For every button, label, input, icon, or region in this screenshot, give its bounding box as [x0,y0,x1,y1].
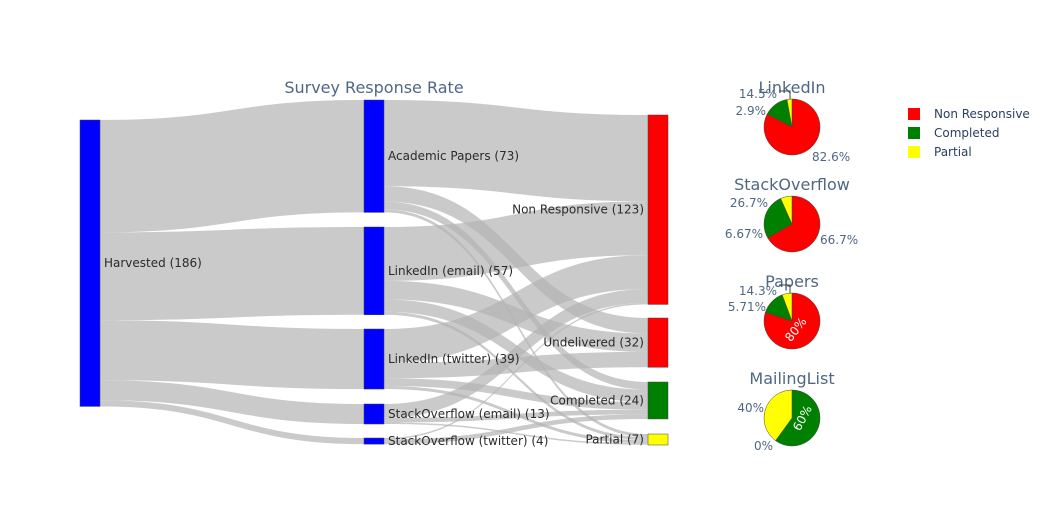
legend-item-completed[interactable]: Completed [908,126,999,140]
sankey-node-harvested[interactable] [79,119,101,407]
sankey-link-so_twitter-to-completed[interactable] [384,414,648,445]
sankey-node-completed[interactable] [647,381,669,420]
legend-label: Non Responsive [934,107,1030,121]
pie-slice-non-responsive[interactable] [767,195,821,253]
sankey-node-label-academic: Academic Papers (73) [388,149,519,163]
sankey-links [100,100,648,445]
sankey-link-li_email-to-partial[interactable] [384,311,648,441]
sankey-link-harvested-to-li_email[interactable] [100,227,364,321]
pie-slice-label: 14.3% [739,284,777,298]
sankey-node-label-completed: Completed (24) [550,393,644,407]
pie-slice-label: 40% [737,401,764,415]
legend: Non Responsive Completed Partial [908,107,1030,159]
pie-slice-partial[interactable] [780,195,793,225]
sankey-node-so_email[interactable] [363,403,385,425]
sankey-link-harvested-to-so_email[interactable] [100,380,364,425]
sankey-link-li_twitter-to-undeliv[interactable] [384,351,648,379]
sankey-node-label-undeliv: Undelivered (32) [543,336,644,350]
pie-label-leader [779,90,791,99]
sankey-node-label-harvested: Harvested (186) [104,256,202,270]
sankey-node-undeliv[interactable] [647,317,669,368]
sankey-nodes: Harvested (186) Academic Papers (73) Linke… [79,99,669,448]
sankey-link-li_email-to-nonresp[interactable] [384,201,648,281]
pie-slice-partial[interactable] [781,292,793,322]
sankey-link-so_email-to-partial[interactable] [384,422,648,445]
pie-slice-completed[interactable] [775,389,821,447]
pie-slice-label: 82.6% [812,150,850,164]
sankey-link-academic-to-nonresp[interactable] [384,100,648,202]
pie-slice-label: 66.7% [820,233,858,247]
sankey-node-label-li_email: LinkedIn (email) (57) [388,264,513,278]
sankey-link-harvested-to-li_twitter[interactable] [100,320,364,390]
legend-swatch [908,127,920,139]
pie-title-linkedin: LinkedIn [758,78,825,97]
pie-slice-label: 26.7% [730,196,768,210]
pie-title-papers: Papers [765,272,819,291]
sankey-node-label-nonresp: Non Responsive (123) [512,203,644,217]
pie-stackoverflow: StackOverflow 66.7% 26.7% 6.67% [725,175,858,253]
sankey-node-li_email[interactable] [363,226,385,316]
pie-slice-partial[interactable] [763,389,793,442]
pie-slice-label: 2.9% [736,104,767,118]
pie-slice-label: 5.71% [728,300,766,314]
legend-swatch [908,146,920,158]
sankey-link-li_twitter-to-completed[interactable] [384,378,648,410]
legend-label: Partial [934,145,972,159]
sankey-link-li_twitter-to-nonresp[interactable] [384,255,648,363]
pie-title-stackoverflow: StackOverflow [734,175,850,194]
legend-item-non-responsive[interactable]: Non Responsive [908,107,1030,121]
sankey-link-so_email-to-completed[interactable] [384,409,648,423]
sankey-node-label-li_twitter: LinkedIn (twitter) (39) [388,352,520,366]
sankey-node-academic[interactable] [363,99,385,213]
sankey-link-so_twitter-to-nonresp[interactable] [384,302,648,440]
sankey-node-nonresp[interactable] [647,114,669,305]
pie-slice-partial[interactable] [786,98,793,128]
pie-slice-label: 14.5% [739,87,777,101]
sankey-node-li_twitter[interactable] [363,328,385,390]
legend-label: Completed [934,126,999,140]
sankey-node-label-so_email: StackOverflow (email) (13) [388,407,550,421]
sankey-link-harvested-to-academic[interactable] [100,100,364,233]
pie-label-leader [779,284,791,293]
pie-slice-label: 6.67% [725,227,763,241]
pie-linkedin: LinkedIn 82.6% 14.5% 2.9% [736,78,851,164]
sankey-node-partial[interactable] [647,433,669,446]
sankey-node-label-so_twitter: StackOverflow (twitter) (4) [388,434,548,448]
pie-slice-label: 0% [754,439,773,453]
sankey-node-label-partial: Partial (7) [585,433,644,447]
legend-item-partial[interactable]: Partial [908,145,972,159]
sankey-link-harvested-to-so_twitter[interactable] [100,400,364,445]
sankey-node-so_twitter[interactable] [363,437,385,445]
pie-title-mailinglist: MailingList [749,369,834,388]
pie-charts: LinkedIn 82.6% 14.5% 2.9% StackOverflow 66.7%… [725,78,858,453]
legend-swatch [908,108,920,120]
sankey-link-so_email-to-nonresp[interactable] [384,289,648,418]
sankey-title: Survey Response Rate [284,78,463,97]
